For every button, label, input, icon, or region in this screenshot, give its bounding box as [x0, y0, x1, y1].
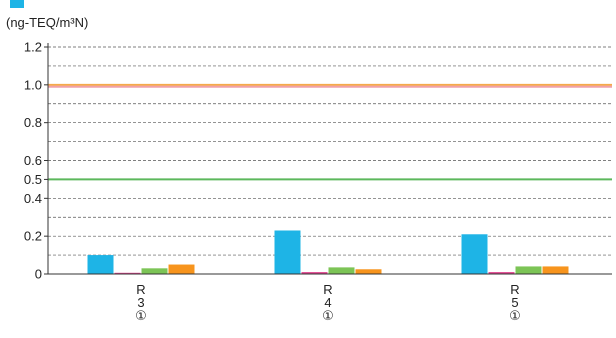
bar [87, 255, 114, 274]
y-tick-label: 0 [35, 267, 42, 282]
x-tick-label: ① [322, 308, 334, 323]
bar [168, 264, 195, 274]
x-tick-label: ① [135, 308, 147, 323]
y-tick-label: 0.2 [24, 229, 42, 244]
x-tick-label: ① [509, 308, 521, 323]
y-tick-label: 0.8 [24, 115, 42, 130]
y-tick-label: 1.0 [24, 77, 42, 92]
x-tick-label: 4 [324, 295, 331, 310]
x-tick-label: 3 [137, 295, 144, 310]
y-tick-label: 0.4 [24, 191, 42, 206]
y-axis-unit-label: (ng-TEQ/m³N) [6, 15, 88, 30]
bar [301, 272, 328, 274]
x-tick-label: R [136, 282, 145, 297]
bar [141, 268, 168, 274]
gridlines [48, 46, 612, 256]
y-tick-label: 1.2 [24, 40, 42, 55]
legend-swatch-partial [10, 0, 24, 8]
bar [542, 266, 569, 274]
x-tick-label: R [510, 282, 519, 297]
y-tick-label: 0.5 [24, 172, 42, 187]
x-tick-label: R [323, 282, 332, 297]
bar [274, 230, 301, 274]
y-tick-label: 0.6 [24, 153, 42, 168]
bar [515, 266, 542, 274]
y-tick-labels: 0 0.2 0.4 0.5 0.6 0.8 1.0 1.2 [24, 40, 48, 282]
axes [47, 43, 612, 275]
bars [87, 230, 569, 274]
bar [114, 272, 141, 274]
bar [355, 269, 382, 274]
bar [461, 234, 488, 274]
bar [488, 272, 515, 274]
reference-lines [48, 83, 612, 181]
bar [328, 267, 355, 274]
x-tick-label: 5 [511, 295, 518, 310]
